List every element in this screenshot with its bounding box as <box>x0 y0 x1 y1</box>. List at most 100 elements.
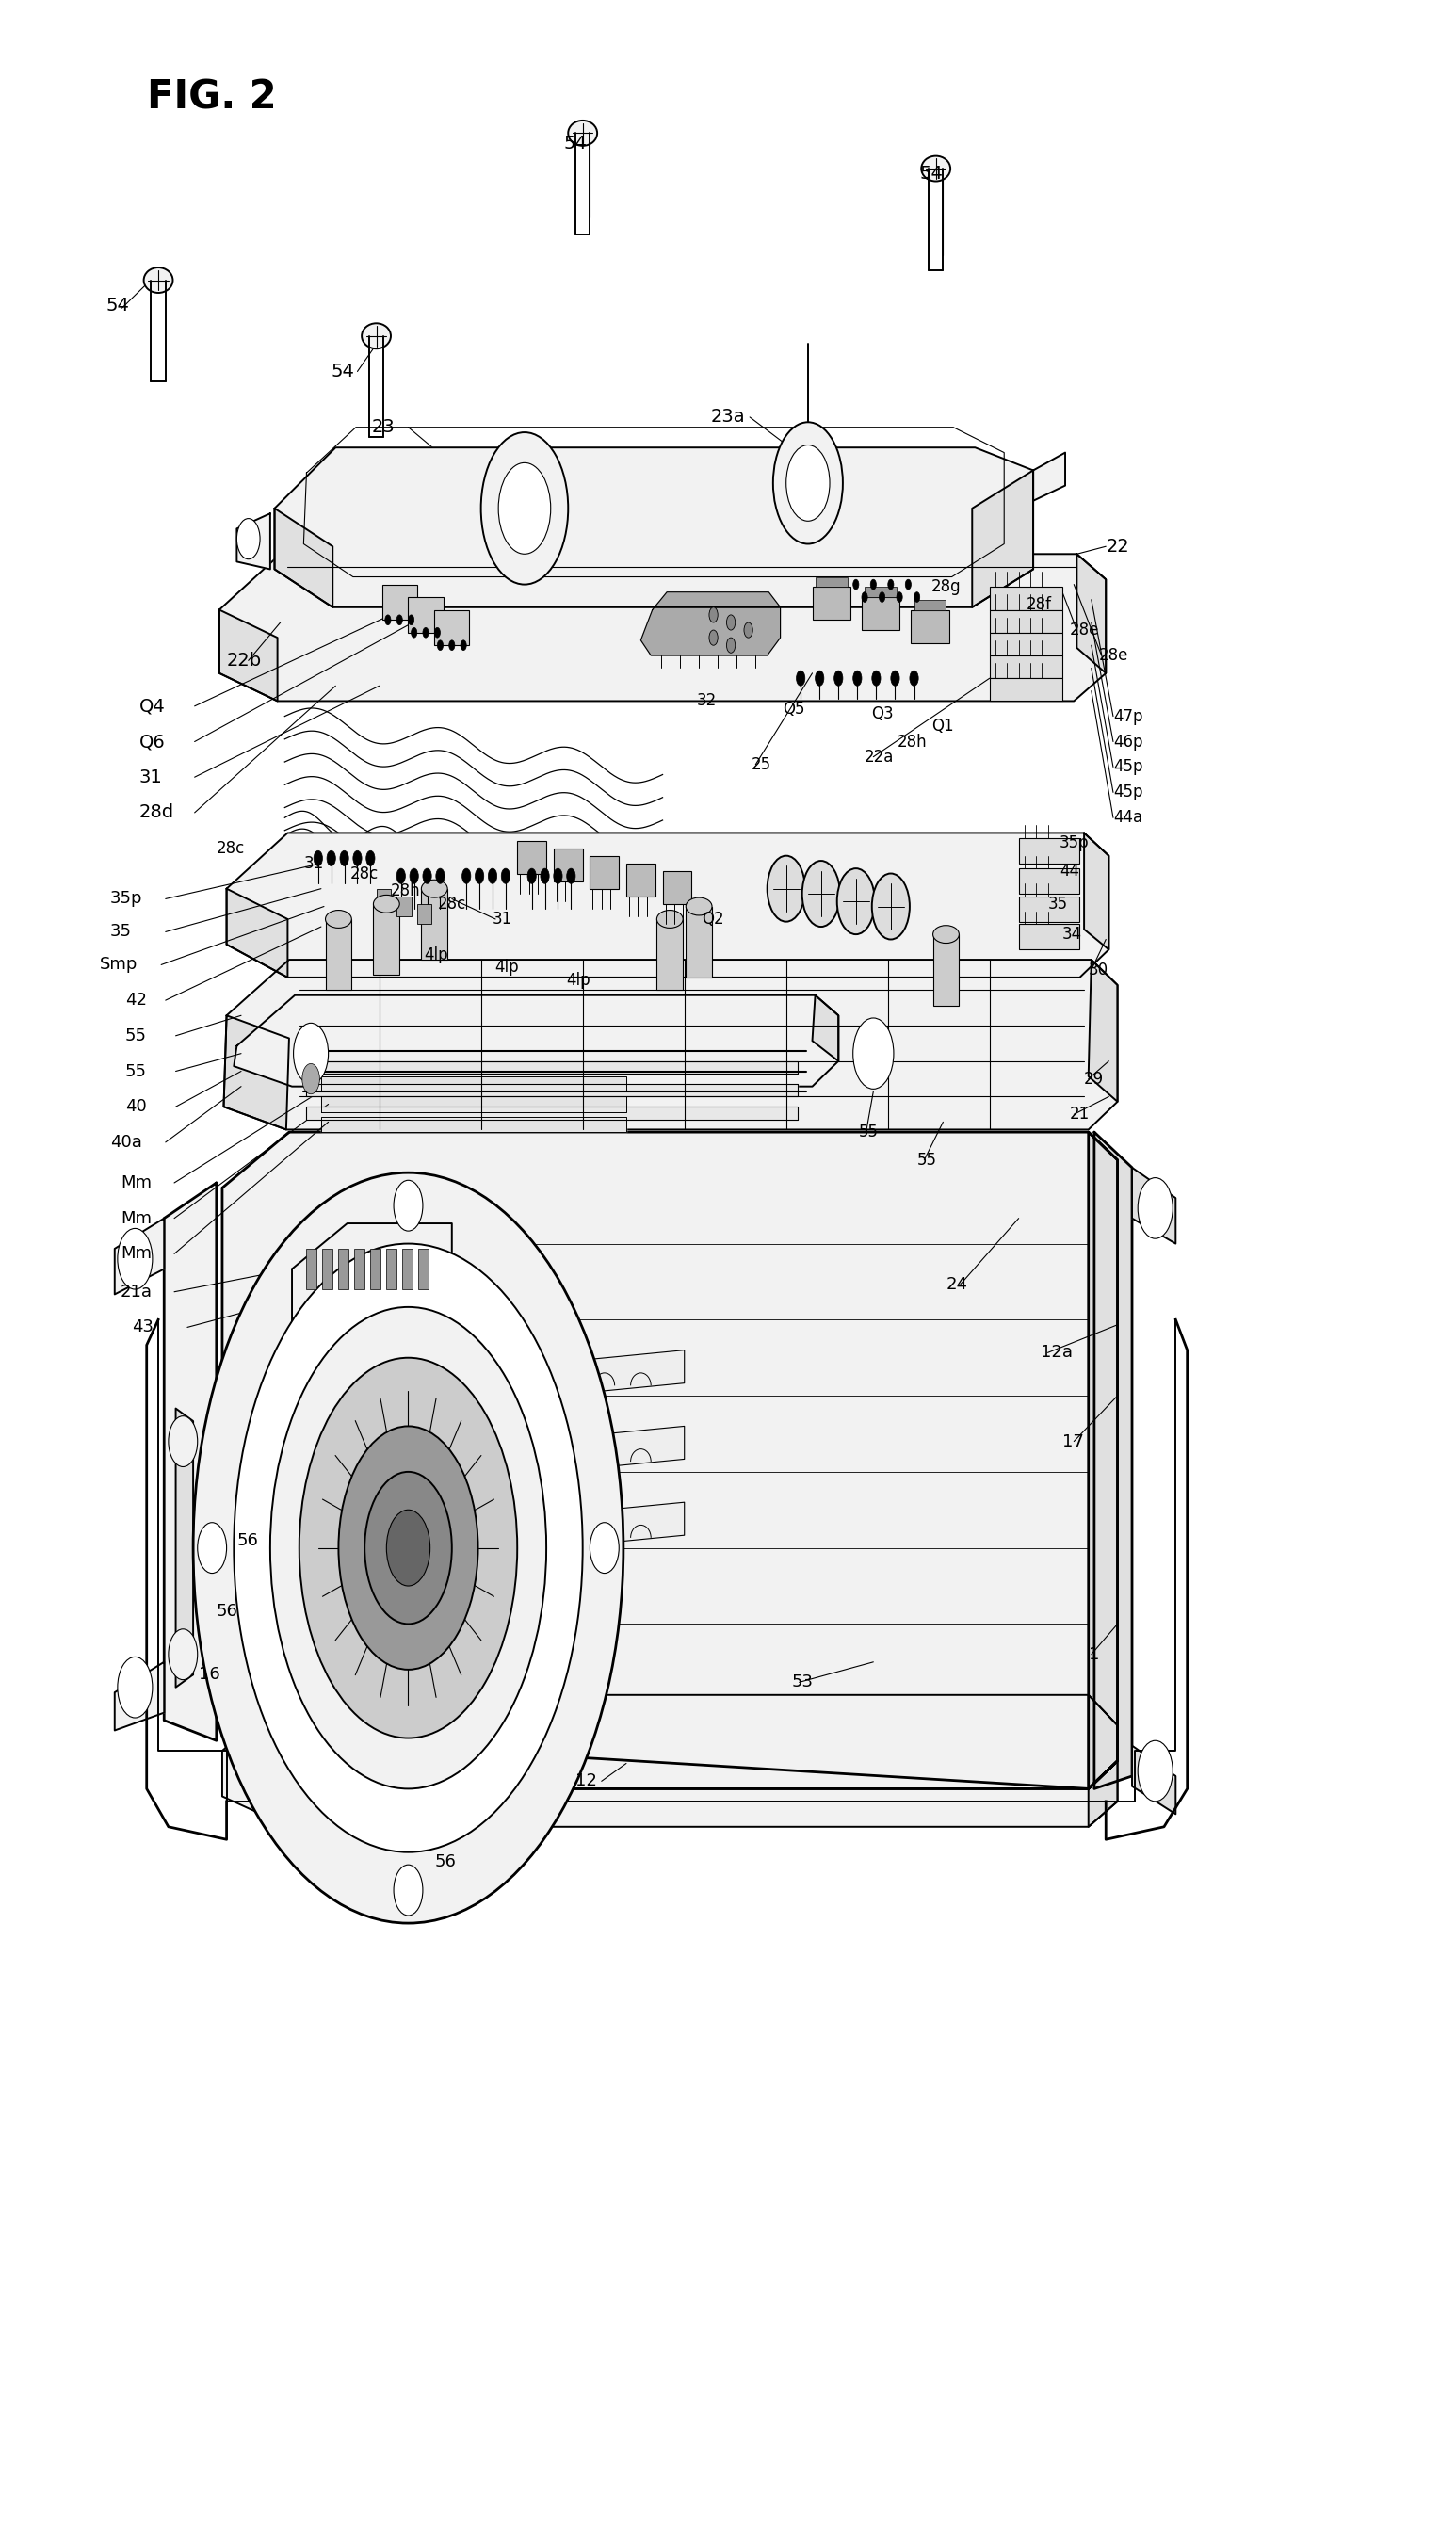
Circle shape <box>914 591 920 602</box>
Text: 29: 29 <box>1085 1071 1104 1086</box>
Bar <box>421 888 447 959</box>
Circle shape <box>910 670 919 685</box>
Bar <box>626 863 655 896</box>
Circle shape <box>897 591 903 602</box>
Circle shape <box>727 637 735 652</box>
Text: 28e: 28e <box>1099 647 1128 665</box>
Circle shape <box>237 518 261 558</box>
Polygon shape <box>322 1096 626 1112</box>
Polygon shape <box>293 1502 684 1574</box>
Polygon shape <box>641 591 780 655</box>
Circle shape <box>802 860 840 926</box>
Circle shape <box>796 670 805 685</box>
Polygon shape <box>1095 1132 1133 1789</box>
Text: 54: 54 <box>331 363 355 381</box>
Text: 45p: 45p <box>1114 784 1143 802</box>
Polygon shape <box>293 1350 684 1421</box>
Circle shape <box>271 1307 546 1789</box>
Ellipse shape <box>421 881 447 898</box>
Polygon shape <box>973 470 1034 607</box>
Polygon shape <box>115 1218 165 1294</box>
Bar <box>416 904 431 924</box>
Bar <box>686 906 712 977</box>
Text: 35: 35 <box>1048 896 1067 911</box>
Bar <box>1019 896 1080 921</box>
Bar <box>657 919 683 990</box>
Ellipse shape <box>933 926 960 944</box>
Text: 56: 56 <box>217 1604 237 1619</box>
Bar <box>911 609 949 642</box>
Circle shape <box>314 850 323 865</box>
Bar <box>408 596 443 632</box>
Circle shape <box>727 614 735 629</box>
Circle shape <box>853 1018 894 1089</box>
Polygon shape <box>307 1061 798 1074</box>
Bar <box>307 1249 317 1289</box>
Circle shape <box>339 850 348 865</box>
Circle shape <box>553 868 562 883</box>
Circle shape <box>408 614 414 624</box>
Bar <box>990 632 1063 655</box>
Circle shape <box>862 591 868 602</box>
Text: 44: 44 <box>1060 863 1079 881</box>
Text: 47p: 47p <box>1114 708 1143 726</box>
Polygon shape <box>234 995 839 1086</box>
Circle shape <box>194 1173 623 1924</box>
Text: 40a: 40a <box>111 1134 143 1150</box>
Circle shape <box>198 1523 227 1574</box>
Ellipse shape <box>144 266 173 292</box>
Circle shape <box>364 1472 451 1624</box>
Circle shape <box>234 1244 582 1853</box>
Circle shape <box>386 1510 430 1586</box>
Text: Q1: Q1 <box>932 718 954 736</box>
Text: 54: 54 <box>920 165 943 183</box>
Circle shape <box>437 640 443 650</box>
Polygon shape <box>165 1183 217 1741</box>
Bar <box>325 919 351 990</box>
Circle shape <box>462 868 470 883</box>
Circle shape <box>303 1063 320 1094</box>
Circle shape <box>393 1865 422 1916</box>
Text: 56: 56 <box>237 1533 258 1548</box>
Text: 46p: 46p <box>1114 733 1143 751</box>
Polygon shape <box>307 1107 798 1119</box>
Text: Q3: Q3 <box>871 706 893 723</box>
Circle shape <box>422 868 431 883</box>
Circle shape <box>744 622 753 637</box>
Bar <box>815 576 847 586</box>
Circle shape <box>837 868 875 934</box>
Polygon shape <box>293 1426 684 1497</box>
Bar <box>370 1249 380 1289</box>
Circle shape <box>326 850 335 865</box>
Polygon shape <box>1085 832 1109 949</box>
Text: 21a: 21a <box>121 1284 153 1299</box>
Polygon shape <box>812 995 839 1061</box>
Text: 45p: 45p <box>1114 759 1143 777</box>
Circle shape <box>891 670 900 685</box>
Polygon shape <box>223 1695 1118 1827</box>
Bar <box>1019 924 1080 949</box>
Ellipse shape <box>568 119 597 145</box>
Text: 21: 21 <box>1070 1107 1089 1122</box>
Circle shape <box>300 1358 517 1739</box>
Circle shape <box>118 1228 153 1289</box>
Circle shape <box>1137 1741 1172 1802</box>
Circle shape <box>872 873 910 939</box>
Polygon shape <box>293 1223 451 1340</box>
Circle shape <box>409 868 418 883</box>
Circle shape <box>488 868 496 883</box>
Polygon shape <box>223 1132 1118 1789</box>
Text: 54: 54 <box>106 297 130 315</box>
Polygon shape <box>1133 1746 1175 1815</box>
Text: 25: 25 <box>751 756 772 774</box>
Polygon shape <box>322 1076 626 1091</box>
Circle shape <box>709 629 718 645</box>
Text: FIG. 2: FIG. 2 <box>147 79 277 117</box>
Text: 56: 56 <box>434 1853 456 1871</box>
Text: 1: 1 <box>1089 1647 1099 1662</box>
Circle shape <box>834 670 843 685</box>
Text: 28c: 28c <box>217 840 245 858</box>
Text: 42: 42 <box>125 992 147 1008</box>
Polygon shape <box>220 609 278 700</box>
Ellipse shape <box>657 911 683 929</box>
